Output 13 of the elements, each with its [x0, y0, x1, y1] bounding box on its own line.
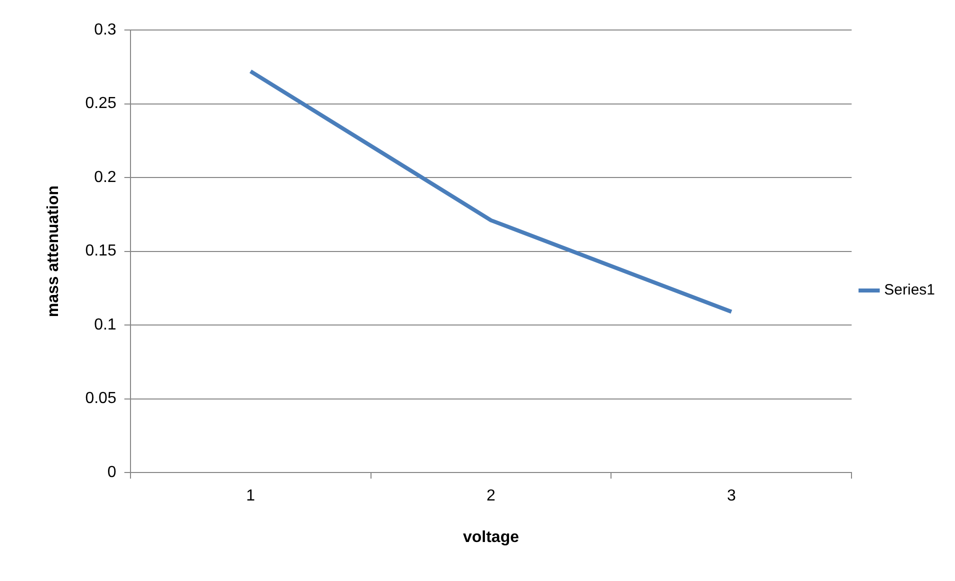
y-tick-label: 0.1 [94, 316, 116, 334]
y-tick-label: 0.15 [85, 242, 116, 260]
y-tick-label: 0 [107, 464, 116, 482]
x-tick-label: 1 [246, 488, 256, 505]
legend-label: Series1 [884, 282, 935, 299]
x-tick-label: 3 [726, 488, 736, 505]
x-tick-label: 2 [486, 488, 496, 505]
y-axis-title: mass attenuation [45, 186, 62, 318]
y-tick-label: 0.25 [85, 95, 116, 112]
x-axis-title: voltage [462, 528, 520, 546]
y-tick-label: 0.3 [94, 21, 116, 38]
y-tick-label: 0.05 [85, 390, 116, 408]
y-tick-label: 0.2 [94, 168, 116, 186]
